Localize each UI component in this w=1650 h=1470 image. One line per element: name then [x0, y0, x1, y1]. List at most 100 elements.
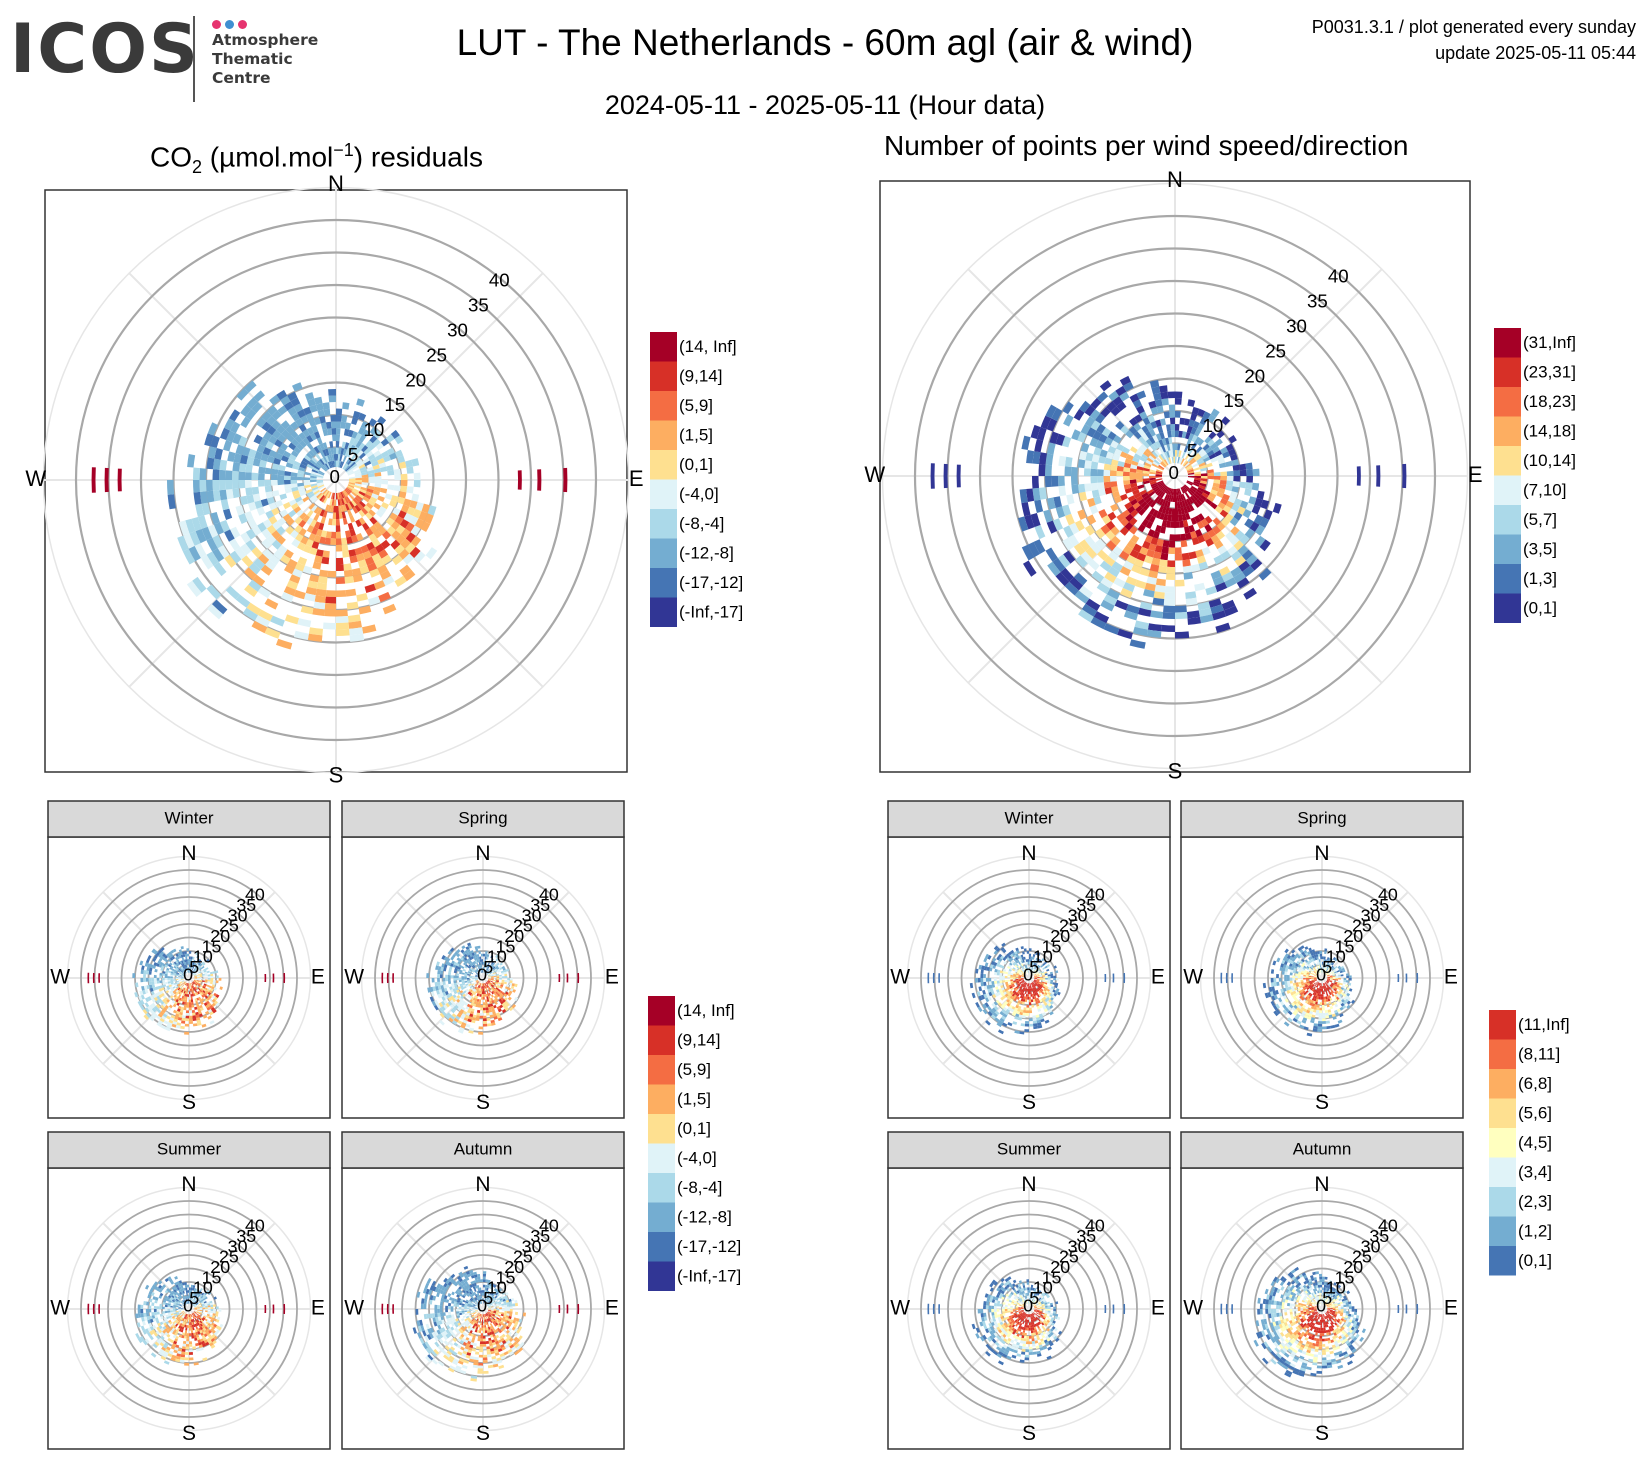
data-cell	[469, 957, 473, 961]
data-cell	[488, 1006, 492, 1010]
data-cell	[477, 982, 480, 985]
data-cell	[500, 970, 504, 974]
data-cell	[147, 1005, 152, 1011]
data-cell	[1121, 509, 1131, 518]
data-cell	[316, 476, 324, 479]
data-cell	[159, 972, 163, 976]
data-cell	[180, 978, 184, 979]
data-cell	[1175, 430, 1179, 438]
data-cell	[351, 567, 362, 576]
data-cell	[350, 463, 358, 469]
data-cell	[302, 514, 310, 523]
direction-label-w: W	[344, 966, 364, 989]
data-cell	[1233, 470, 1241, 476]
data-cell	[316, 492, 323, 499]
data-cell	[464, 973, 468, 976]
data-cell	[206, 480, 213, 492]
data-cell	[193, 973, 196, 976]
data-cell	[145, 1309, 149, 1313]
data-cell	[163, 1020, 169, 1025]
data-cell	[1096, 423, 1106, 434]
logo-line: Thematic	[212, 50, 293, 68]
data-cell	[489, 964, 493, 967]
data-cell	[1137, 462, 1145, 468]
data-cell	[463, 957, 468, 961]
data-cell	[175, 999, 179, 1003]
data-cell	[214, 448, 223, 460]
data-cell	[158, 949, 163, 954]
data-cell	[206, 970, 210, 974]
data-cell	[143, 1014, 149, 1020]
data-cell	[1110, 481, 1118, 488]
data-cell	[503, 981, 507, 985]
data-cell	[185, 1010, 189, 1014]
data-cell	[1224, 577, 1237, 588]
data-cell	[1034, 439, 1044, 453]
data-cell	[412, 508, 422, 519]
data-cell	[501, 972, 505, 975]
data-cell	[180, 971, 183, 974]
data-cell	[190, 970, 193, 974]
data-cell	[227, 451, 236, 462]
data-cell	[1143, 467, 1150, 472]
far-data-cell	[1356, 466, 1361, 486]
data-cell	[1213, 479, 1221, 484]
data-cell	[178, 955, 182, 959]
data-cell	[207, 981, 211, 984]
data-cell	[331, 492, 334, 500]
data-cell	[1197, 438, 1205, 447]
data-cell	[471, 970, 475, 973]
data-cell	[348, 483, 355, 487]
data-cell	[503, 993, 508, 998]
data-cell	[183, 990, 186, 994]
data-cell	[310, 471, 318, 475]
data-cell	[1178, 494, 1182, 502]
data-cell	[181, 1351, 186, 1355]
data-cell	[160, 955, 165, 960]
data-cell	[1071, 476, 1078, 486]
data-cell	[1058, 485, 1067, 497]
data-cell	[197, 969, 201, 972]
data-cell	[367, 469, 375, 475]
data-cell	[181, 995, 185, 999]
data-cell	[326, 491, 331, 498]
data-cell	[1183, 485, 1189, 491]
data-cell	[465, 988, 469, 992]
data-cell	[342, 448, 348, 456]
data-cell	[290, 421, 299, 431]
data-cell	[470, 986, 474, 990]
data-cell	[1136, 405, 1145, 415]
data-cell	[195, 1011, 199, 1016]
data-cell	[1190, 427, 1197, 435]
data-cell	[1226, 470, 1234, 476]
data-cell	[458, 964, 462, 968]
data-cell	[484, 953, 488, 957]
data-cell	[490, 997, 494, 1001]
data-cell	[1230, 453, 1238, 461]
data-cell	[1084, 483, 1092, 492]
data-cell	[284, 471, 292, 476]
data-cell	[175, 968, 178, 972]
data-cell	[1119, 391, 1130, 402]
data-cell	[1136, 469, 1143, 474]
data-cell	[157, 985, 162, 990]
data-cell	[277, 469, 285, 476]
data-cell	[184, 1362, 189, 1366]
data-cell	[1077, 459, 1086, 469]
data-cell	[175, 995, 179, 999]
data-cell	[185, 996, 188, 1000]
data-cell	[489, 971, 493, 974]
data-cell	[176, 966, 180, 970]
data-cell	[1170, 488, 1173, 496]
data-cell	[458, 958, 463, 963]
data-cell	[365, 502, 374, 510]
data-cell	[1191, 451, 1198, 458]
data-cell	[332, 460, 335, 468]
data-cell	[1155, 419, 1162, 428]
data-cell	[483, 1007, 486, 1011]
data-cell	[1190, 517, 1197, 525]
data-cell	[1197, 534, 1206, 544]
data-cell	[346, 486, 353, 492]
data-cell	[183, 533, 195, 549]
data-cell	[493, 995, 497, 999]
